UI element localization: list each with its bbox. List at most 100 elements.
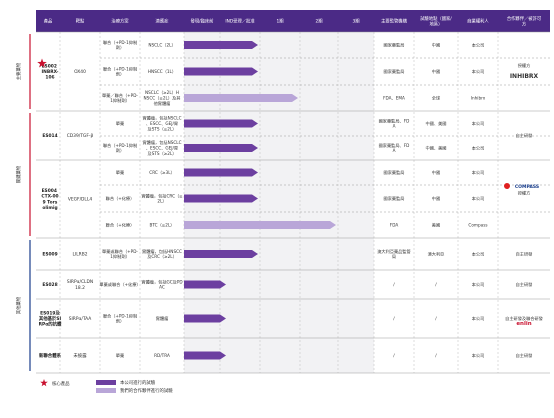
legend-star-icon: [40, 379, 48, 387]
owner-7: Compass: [468, 222, 487, 227]
header-7: 2期: [315, 19, 322, 25]
owner-11: 本公司: [472, 352, 485, 359]
regimen-1: 聯合（+PD-1抑制劑）: [103, 65, 137, 77]
partner-0: 授權方: [518, 62, 531, 69]
owner-8: 本公司: [472, 250, 485, 257]
progress-bar-6: [184, 194, 258, 203]
progress-bar-4: [184, 144, 258, 152]
target-4: SIRPα/CLDN 18.2: [67, 279, 93, 291]
indication-5: CRC（≥3L）: [149, 170, 174, 175]
side-group-label-0: 主要藥物: [15, 62, 22, 80]
owner-0: 本公司: [472, 41, 485, 48]
legend-label-0: 核心產品: [52, 380, 70, 387]
regulator-3: 國家藥監局、FD A: [379, 117, 410, 128]
indication-0: NSCLC（2L）: [148, 42, 175, 47]
regimen-8: 單藥或聯合（+PD-1抑制劑）: [102, 248, 138, 260]
compass-logo-mark: [504, 183, 510, 189]
product-name-0: ES002 INBRX-106: [42, 63, 59, 80]
header-3: 適應症: [156, 18, 170, 25]
indication-10: 實體瘤: [156, 315, 169, 322]
regulator-6: 國家藥監局: [384, 195, 405, 202]
partner-3: 自主研發: [516, 250, 534, 257]
header-9: 主要監管機構: [381, 18, 407, 25]
owner-3: 本公司: [472, 120, 485, 127]
target-5: SIRPα/TAA: [69, 316, 92, 322]
progress-bar-10: [184, 314, 226, 323]
partner-1: 自主研發: [516, 132, 534, 139]
owner-4: 本公司: [472, 144, 485, 151]
regulator-9: /: [393, 282, 395, 287]
progress-bar-0: [184, 41, 258, 49]
owner-5: 本公司: [472, 169, 485, 176]
target-0: OX40: [74, 69, 86, 75]
owner-9: 本公司: [472, 281, 485, 288]
target-3: LILRB2: [72, 252, 87, 258]
regulator-2: FDA、EMA: [383, 95, 405, 100]
header-8: 3期: [352, 19, 359, 25]
product-name-5: ES019及其他基於SI RPα的抗體: [39, 309, 62, 327]
region-0: 中國: [432, 41, 440, 48]
owner-10: 本公司: [472, 315, 485, 322]
compass-logo: COMPASS: [515, 184, 539, 190]
region-3: 中國、美國: [426, 120, 447, 127]
owner-1: 本公司: [472, 68, 485, 75]
header-10: 試驗地點（國家/地區）: [420, 15, 452, 28]
progress-bar-5: [184, 168, 258, 177]
progress-bar-3: [184, 119, 258, 128]
enlin-logo: enlin: [516, 321, 531, 327]
region-1: 中國: [432, 68, 440, 75]
header-12: 合作夥伴／被許可方: [507, 15, 542, 28]
side-group-label-1: 關鍵藥物: [15, 165, 22, 183]
header-4: 發現/臨床前: [191, 18, 215, 25]
legend-swatch-own: [96, 380, 116, 385]
partner-5: 自主研發及聯合研發: [505, 315, 544, 322]
regulator-8: 澳大利亞藥品監管局: [377, 248, 411, 260]
region-5: 中國: [432, 169, 440, 176]
product-name-2: ES004 CTX-00 9 Tors olimig: [41, 188, 58, 211]
core-product-star-icon: [37, 58, 47, 68]
product-name-6: 新聯合體系: [39, 352, 62, 359]
region-8: 澳大利亞: [428, 250, 445, 257]
indication-11: RD/TRA: [154, 353, 170, 358]
product-name-4: ES028: [42, 282, 57, 288]
partner-4: 自主研發: [516, 281, 534, 288]
header-2: 治療方案: [111, 18, 129, 25]
regimen-7: 聯合（+化療）: [106, 221, 135, 228]
regimen-3: 單藥: [116, 120, 125, 127]
indication-4: 實體瘤，包括NSCLC 、ESCC、GEJ/胃及STS（≥2L）: [142, 139, 181, 157]
indication-1: HNSCC（1L）: [148, 69, 176, 74]
target-2: VEGF/DLL4: [68, 197, 92, 203]
regulator-10: /: [393, 316, 395, 321]
regimen-5: 單藥: [116, 169, 125, 176]
legend-swatch-partner: [96, 388, 116, 393]
region-7: 美國: [432, 221, 440, 228]
regulator-11: /: [393, 353, 395, 358]
regimen-10: 聯合（+PD-1抑制劑）: [103, 312, 137, 324]
side-group-label-2: 其他藥物: [15, 296, 22, 314]
region-11: /: [435, 353, 437, 358]
legend-label-1: 本公司進行的試驗: [120, 379, 156, 386]
header-6: 1期: [276, 19, 283, 25]
progress-bar-9: [184, 280, 226, 289]
regimen-9: 單藥或聯合（+化療）: [99, 281, 140, 288]
regulator-4: 國家藥監局、FD A: [379, 142, 410, 153]
progress-bar-7: [184, 221, 336, 229]
indication-3: 實體瘤，包括NSCLC 、ESCC、GEJ/胃及STS（≥2L）: [142, 115, 181, 133]
indication-9: 實體瘤，包括GC及PD AC: [141, 278, 182, 289]
regulator-0: 國家藥監局: [384, 41, 405, 48]
indication-8: 實體瘤，包括HNSCC 及CRC（≥2L）: [142, 248, 182, 260]
regimen-2: 單藥／聯合（+PD-1抑制劑）: [102, 92, 138, 104]
header-11: 商業權利人: [467, 18, 489, 25]
header-5: IND受理／批准: [225, 18, 255, 25]
inhibrx-logo: INHIBRX: [510, 73, 539, 80]
target-6: 未披露: [73, 352, 87, 359]
regimen-0: 聯合（+PD-1抑制劑）: [103, 39, 137, 51]
header-0: 產品: [44, 18, 53, 25]
region-10: /: [435, 316, 437, 321]
progress-bar-1: [184, 67, 258, 76]
progress-bar-8: [184, 250, 258, 258]
region-4: 中國、美國: [426, 144, 447, 151]
region-6: 中國: [432, 195, 440, 202]
header-1: 靶點: [76, 18, 85, 25]
